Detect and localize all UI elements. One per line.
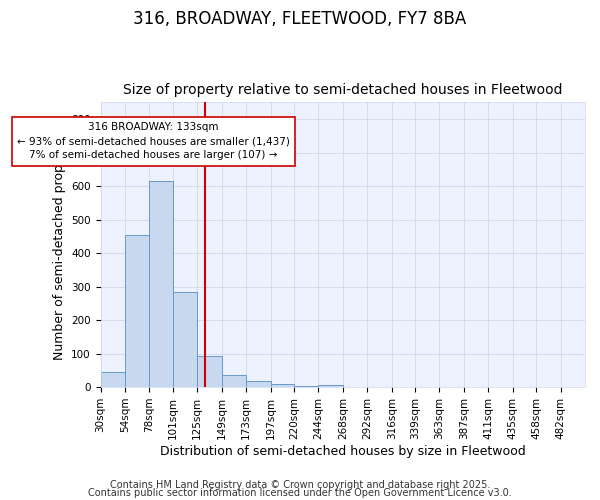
Bar xyxy=(197,356,222,387)
Bar xyxy=(101,372,125,387)
Bar xyxy=(271,384,294,387)
Bar xyxy=(319,386,343,387)
Bar xyxy=(173,292,197,387)
Text: 316 BROADWAY: 133sqm
← 93% of semi-detached houses are smaller (1,437)
7% of sem: 316 BROADWAY: 133sqm ← 93% of semi-detac… xyxy=(17,122,290,160)
Text: Contains HM Land Registry data © Crown copyright and database right 2025.: Contains HM Land Registry data © Crown c… xyxy=(110,480,490,490)
Bar xyxy=(246,381,271,387)
Text: Contains public sector information licensed under the Open Government Licence v3: Contains public sector information licen… xyxy=(88,488,512,498)
Y-axis label: Number of semi-detached properties: Number of semi-detached properties xyxy=(53,129,66,360)
Bar xyxy=(294,386,319,387)
X-axis label: Distribution of semi-detached houses by size in Fleetwood: Distribution of semi-detached houses by … xyxy=(160,444,526,458)
Title: Size of property relative to semi-detached houses in Fleetwood: Size of property relative to semi-detach… xyxy=(123,83,563,97)
Bar xyxy=(222,376,246,387)
Text: 316, BROADWAY, FLEETWOOD, FY7 8BA: 316, BROADWAY, FLEETWOOD, FY7 8BA xyxy=(133,10,467,28)
Bar xyxy=(125,234,149,387)
Bar xyxy=(149,181,173,387)
